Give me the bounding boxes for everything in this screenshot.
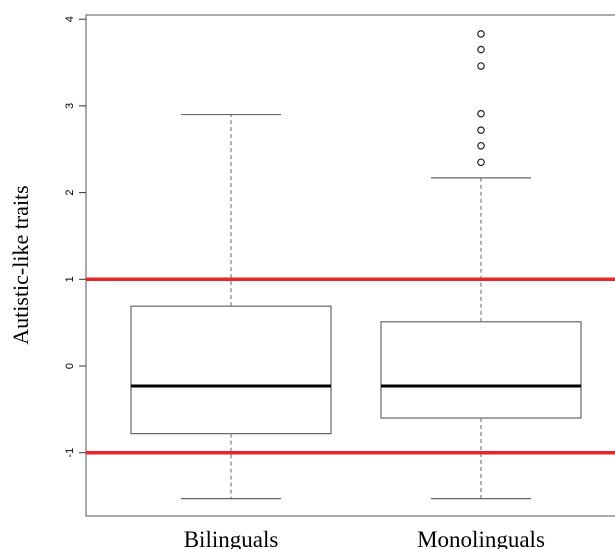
y-tick-label: 4 [64,16,76,22]
box-1 [380,30,582,500]
plot-border [85,14,615,517]
outlier-point [477,62,485,70]
outlier-point [477,126,485,134]
iqr-box [130,305,332,435]
y-tick-label: 2 [64,190,76,196]
box-0 [130,113,332,500]
outlier-point [477,45,485,54]
box-series [130,30,582,500]
outlier-point [477,109,485,118]
outlier-point [477,141,485,150]
x-axis-labels: Bilinguals Monolinguals [184,527,545,549]
category-label: Bilinguals [184,527,279,549]
reference-lines [86,277,615,455]
iqr-box [380,321,582,419]
outlier-point [477,30,485,38]
y-tick-label: -1 [64,448,76,458]
outlier-point [477,158,485,167]
y-axis: -1 0 1 2 3 4 [64,16,86,458]
y-tick-label: 3 [64,103,76,109]
category-label: Monolinguals [417,527,545,549]
y-axis-label: Autistic-like traits [8,185,33,344]
y-tick-label: 0 [64,363,76,369]
plot-frame [85,14,615,517]
y-tick-label: 1 [64,276,76,282]
